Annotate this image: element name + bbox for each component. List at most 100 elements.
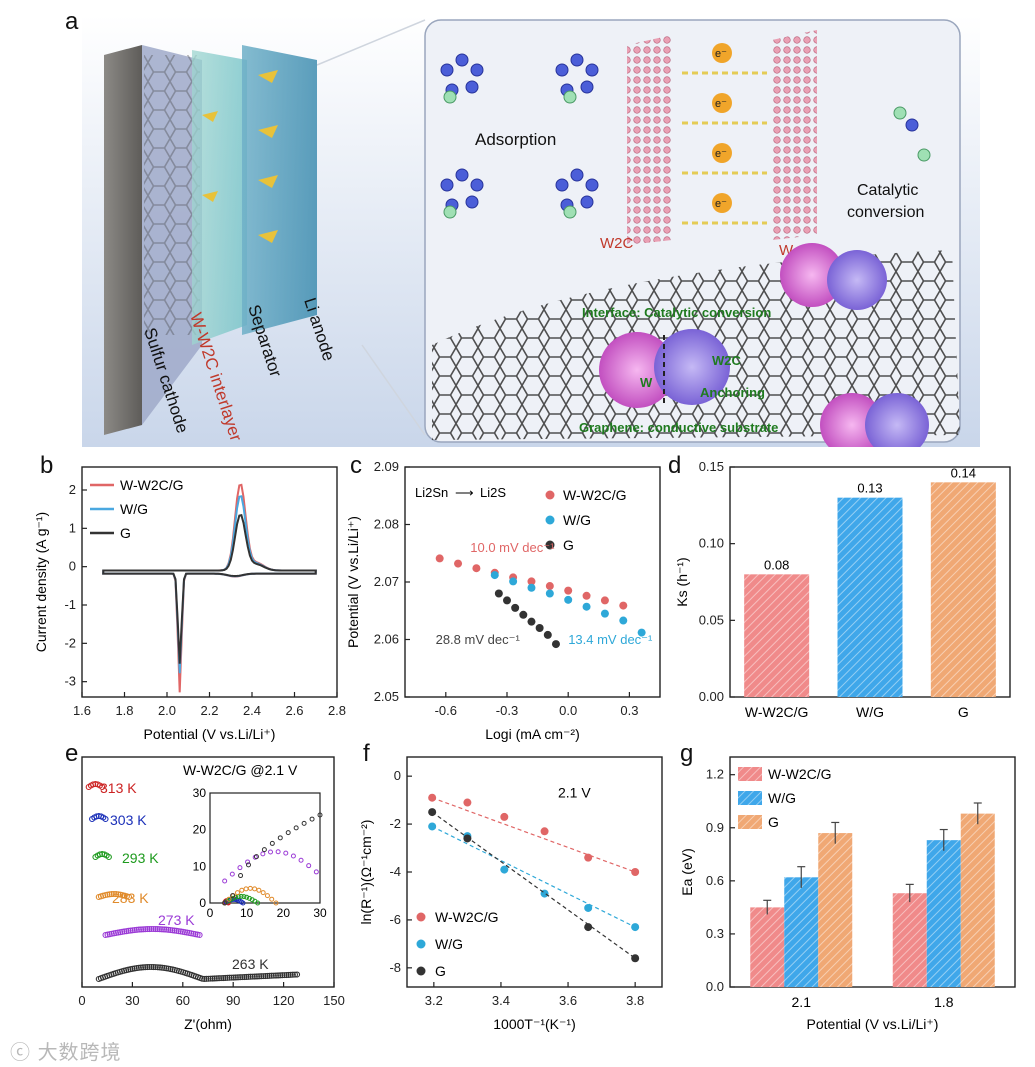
e-point-5: [163, 926, 170, 933]
e-point-5: [156, 926, 163, 933]
e-point-6: [220, 974, 227, 982]
panel-label-e: e: [65, 740, 79, 767]
e-point-6: [228, 974, 235, 981]
c-point-2: [545, 589, 554, 598]
c-point-3: [503, 596, 511, 605]
e-point-6: [230, 974, 237, 981]
e-point-6: [205, 975, 212, 982]
e-inset-point: [309, 816, 315, 822]
e-inset-xtick-label: 0: [207, 906, 214, 920]
adsorption-label: Adsorption: [475, 130, 556, 149]
e-point-6: [215, 975, 223, 982]
e-point-6: [243, 973, 250, 980]
d-ytick-label: 0.15: [699, 459, 724, 474]
w2c-particle-center: [654, 329, 730, 405]
e-point-6: [249, 973, 256, 980]
e-point-6: [272, 972, 280, 979]
e-temp-label-3: 293 K: [122, 850, 159, 866]
g-legend-label-2: W/G: [768, 790, 796, 806]
e-point-6: [270, 972, 277, 979]
svg-text:e⁻: e⁻: [715, 148, 727, 160]
e-inset-point: [241, 894, 247, 900]
g-ytick-label: 0.3: [706, 926, 724, 941]
c-legend-label-2: W/G: [563, 512, 591, 528]
e-point-6: [237, 974, 244, 981]
e-inset-point: [245, 859, 251, 865]
b-ylabel: Current density (A g⁻¹): [33, 512, 49, 652]
b-xtick-label: 2.8: [328, 703, 346, 718]
g-legend-label-3: G: [768, 814, 779, 830]
d-ylabel: Ks (h⁻¹): [674, 557, 690, 606]
c-point-1: [454, 559, 463, 568]
g-legend-label-1: W-W2C/G: [768, 766, 832, 782]
b-legend-label-2: W/G: [120, 501, 148, 517]
e-point-5: [142, 926, 149, 933]
li-anode-plate: [242, 45, 317, 335]
c-reaction-arrow: ⟶: [455, 485, 474, 500]
c-point-1: [582, 591, 591, 600]
anchoring-label: Anchoring: [700, 385, 765, 400]
e-point-6: [154, 964, 161, 971]
g-category-label-2: 1.8: [934, 994, 954, 1010]
e-point-4: [108, 891, 115, 898]
watermark-icon: ⓒ: [10, 1042, 38, 1064]
e-point-6: [150, 963, 157, 971]
e-inset-ytick-label: 20: [193, 823, 207, 837]
e-temp-label-2: 303 K: [110, 812, 147, 828]
e-inset-point: [230, 893, 236, 899]
f-legend-marker-1: [416, 912, 426, 922]
e-point-5: [133, 926, 140, 933]
e-inset-point: [222, 878, 228, 884]
c-xlabel: Logi (mA cm⁻²): [485, 726, 580, 742]
e-point-6: [251, 973, 258, 980]
e-inset-point: [283, 850, 289, 856]
e-point-6: [247, 973, 254, 980]
g-bar-3: [960, 813, 995, 987]
f-note: 2.1 V: [558, 785, 591, 801]
c-point-3: [519, 610, 528, 619]
w2c-particle-label: W2C: [712, 353, 742, 368]
c-ytick-label: 2.05: [374, 689, 399, 704]
g-legend-swatch-1: [738, 767, 762, 781]
c-legend-marker-1: [545, 490, 555, 500]
f-legend-marker-2: [416, 939, 426, 949]
g-bar-3: [818, 833, 853, 987]
e-point-6: [256, 973, 263, 980]
e-point-5: [127, 927, 134, 934]
c-point-2: [527, 583, 536, 592]
e-inset-point: [293, 825, 299, 831]
f-legend-label-2: W/G: [435, 936, 463, 952]
g-legend-swatch-3: [738, 815, 762, 829]
w2c-lattice: [627, 35, 672, 245]
e-inset-point: [238, 873, 244, 879]
c-ylabel: Potential (V vs.Li/Li⁺): [345, 516, 361, 648]
e-inset-point: [237, 865, 243, 871]
w2c-lattice-label: W2C: [600, 235, 634, 252]
f-ytick-label: 0: [394, 768, 401, 783]
e-point-6: [224, 974, 231, 981]
c-point-1: [527, 577, 536, 586]
e-point-6: [291, 971, 298, 978]
e-inset-point: [268, 849, 273, 855]
b-xtick-label: 2.0: [158, 703, 176, 718]
e-point-6: [159, 964, 166, 971]
c-annotation-1: 10.0 mV dec⁻¹: [470, 540, 555, 555]
e-inset-point: [269, 840, 275, 846]
b-xtick-label: 1.8: [115, 703, 133, 718]
e-inset-xtick-label: 30: [313, 906, 327, 920]
c-reaction-right: Li2S: [480, 485, 506, 500]
e-inset-xtick-label: 10: [240, 906, 254, 920]
catalytic-label-line1: Catalytic: [857, 182, 918, 199]
e-point-6: [209, 975, 216, 982]
chart-g-ea-bars: 0.0 0.3 0.6 0.9 1.2 Potential (V vs.Li/Li⁺) Ea…: [680, 756, 1016, 1032]
e-point-6: [226, 974, 233, 981]
e-inset-point: [246, 862, 251, 868]
e-point-4: [125, 893, 133, 901]
c-point-1: [472, 564, 481, 573]
d-category-label-2: W/G: [856, 704, 884, 720]
e-xlabel: Z'(ohm): [184, 1016, 232, 1032]
c-point-2: [637, 628, 646, 637]
e-inset-point: [285, 830, 291, 836]
c-point-1: [435, 554, 444, 563]
f-fit-line-1: [431, 797, 636, 873]
